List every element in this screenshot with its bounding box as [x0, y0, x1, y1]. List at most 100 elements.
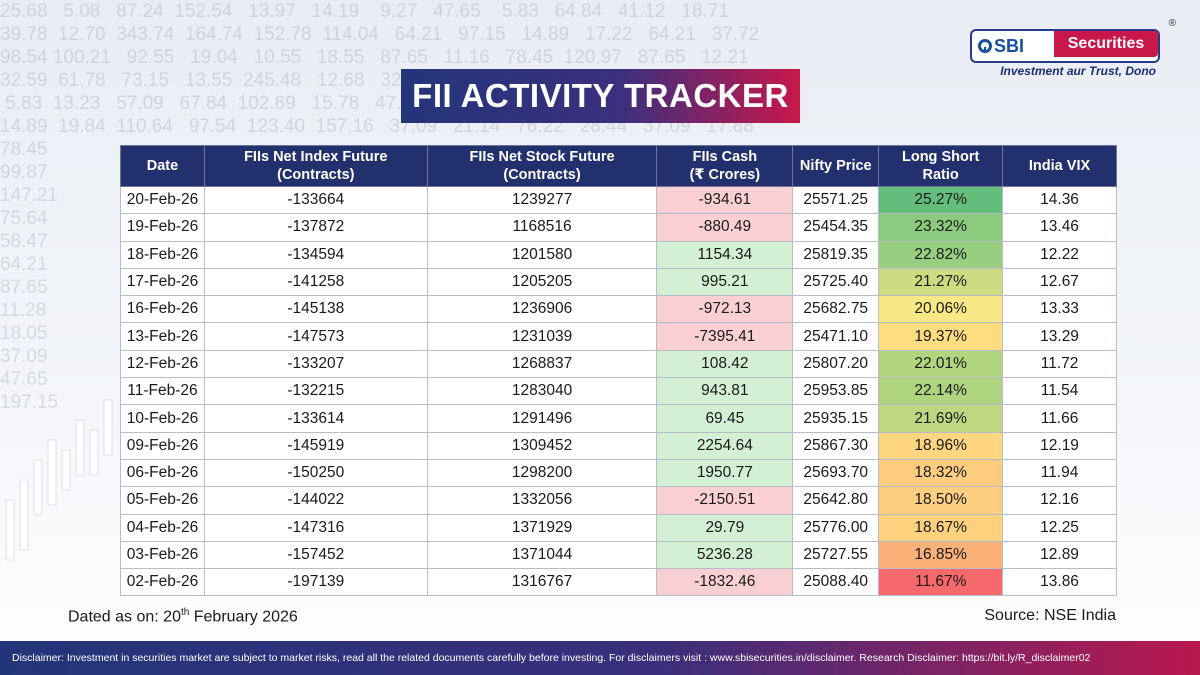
cell-nifty: 25867.30: [792, 431, 880, 460]
table-row: 06-Feb-26 -150250 1298200 1950.77 25693.70 18…: [120, 458, 1117, 488]
cell-cash: 5236.28: [656, 540, 794, 570]
cell-index-future: -147316: [203, 513, 428, 542]
cell-vix: 14.36: [1002, 185, 1117, 215]
cell-nifty: 25953.85: [792, 377, 880, 406]
table-row: 18-Feb-26 -134594 1201580 1154.34 25819.35 22…: [120, 240, 1117, 269]
cell-date: 17-Feb-26: [120, 267, 205, 297]
cell-stock-future: 1371929: [426, 513, 658, 542]
cell-index-future: -133614: [203, 404, 428, 433]
cell-date: 19-Feb-26: [120, 213, 205, 242]
table-row: 19-Feb-26 -137872 1168516 -880.49 25454.35 23…: [120, 213, 1117, 242]
column-header-nifty-price: Nifty Price: [792, 145, 880, 187]
cell-vix: 11.72: [1002, 349, 1117, 379]
cell-stock-future: 1309452: [426, 431, 658, 460]
cell-vix: 12.16: [1002, 486, 1117, 515]
column-header-index-future: FIIs Net Index Future (Contracts): [203, 145, 428, 187]
table-row: 09-Feb-26 -145919 1309452 2254.64 25867.30 18…: [120, 431, 1117, 460]
logo-sbi-mark: SBI: [978, 36, 1024, 57]
page-title: FII ACTIVITY TRACKER: [401, 69, 800, 123]
cell-vix: 11.66: [1002, 404, 1117, 433]
column-header-india-vix: India VIX: [1002, 145, 1117, 187]
cell-date: 03-Feb-26: [120, 540, 205, 570]
cell-index-future: -132215: [203, 377, 428, 406]
table-row: 20-Feb-26 -133664 1239277 -934.61 25571.25 25…: [120, 185, 1117, 215]
cell-stock-future: 1316767: [426, 568, 658, 597]
sbi-securities-logo: SBI Securities ® Investment aur Trust, D…: [970, 18, 1176, 84]
cell-cash: -934.61: [656, 185, 794, 215]
cell-date: 09-Feb-26: [120, 431, 205, 460]
cell-ls-ratio: 20.06%: [878, 295, 1004, 324]
cell-cash: 2254.64: [656, 431, 794, 460]
cell-stock-future: 1332056: [426, 486, 658, 515]
cell-nifty: 25935.15: [792, 404, 880, 433]
cell-date: 11-Feb-26: [120, 377, 205, 406]
cell-date: 05-Feb-26: [120, 486, 205, 515]
cell-cash: -972.13: [656, 295, 794, 324]
cell-stock-future: 1201580: [426, 240, 658, 269]
cell-ls-ratio: 11.67%: [878, 568, 1004, 597]
cell-nifty: 25807.20: [792, 349, 880, 379]
cell-stock-future: 1283040: [426, 377, 658, 406]
cell-ls-ratio: 22.01%: [878, 349, 1004, 379]
cell-index-future: -133207: [203, 349, 428, 379]
cell-index-future: -141258: [203, 267, 428, 297]
cell-nifty: 25682.75: [792, 295, 880, 324]
table-row: 11-Feb-26 -132215 1283040 943.81 25953.85 22.…: [120, 377, 1117, 406]
cell-index-future: -133664: [203, 185, 428, 215]
table-body: 20-Feb-26 -133664 1239277 -934.61 25571.25 25…: [120, 185, 1117, 597]
cell-stock-future: 1298200: [426, 458, 658, 488]
table-row: 05-Feb-26 -144022 1332056 -2150.51 25642.80 1…: [120, 486, 1117, 515]
cell-stock-future: 1205205: [426, 267, 658, 297]
cell-ls-ratio: 16.85%: [878, 540, 1004, 570]
cell-ls-ratio: 18.32%: [878, 458, 1004, 488]
registered-mark: ®: [1168, 18, 1176, 29]
background-candlestick-graphic: [5, 399, 113, 561]
table-row: 16-Feb-26 -145138 1236906 -972.13 25682.75 20…: [120, 295, 1117, 324]
fii-activity-table: Date FIIs Net Index Future (Contracts) FI…: [120, 145, 1117, 597]
cell-ls-ratio: 18.96%: [878, 431, 1004, 460]
table-row: 03-Feb-26 -157452 1371044 5236.28 25727.55 16…: [120, 540, 1117, 570]
cell-index-future: -157452: [203, 540, 428, 570]
cell-index-future: -137872: [203, 213, 428, 242]
cell-nifty: 25819.35: [792, 240, 880, 269]
cell-nifty: 25471.10: [792, 322, 880, 351]
cell-ls-ratio: 23.32%: [878, 213, 1004, 242]
column-header-cash: FIIs Cash (₹ Crores): [656, 145, 794, 187]
cell-cash: -2150.51: [656, 486, 794, 515]
cell-nifty: 25454.35: [792, 213, 880, 242]
cell-nifty: 25776.00: [792, 513, 880, 542]
cell-vix: 13.33: [1002, 295, 1117, 324]
table-row: 02-Feb-26 -197139 1316767 -1832.46 25088.40 1…: [120, 568, 1117, 597]
cell-vix: 12.22: [1002, 240, 1117, 269]
cell-cash: -7395.41: [656, 322, 794, 351]
cell-vix: 13.29: [1002, 322, 1117, 351]
cell-ls-ratio: 18.67%: [878, 513, 1004, 542]
cell-vix: 13.46: [1002, 213, 1117, 242]
table-row: 17-Feb-26 -141258 1205205 995.21 25725.40 21.…: [120, 267, 1117, 297]
logo-sbi-text: SBI: [994, 35, 1025, 56]
cell-index-future: -145138: [203, 295, 428, 324]
table-row: 13-Feb-26 -147573 1231039 -7395.41 25471.10 1…: [120, 322, 1117, 351]
cell-vix: 12.19: [1002, 431, 1117, 460]
cell-index-future: -150250: [203, 458, 428, 488]
cell-date: 12-Feb-26: [120, 349, 205, 379]
cell-date: 13-Feb-26: [120, 322, 205, 351]
cell-index-future: -134594: [203, 240, 428, 269]
cell-index-future: -144022: [203, 486, 428, 515]
cell-date: 02-Feb-26: [120, 568, 205, 597]
cell-vix: 12.25: [1002, 513, 1117, 542]
source-note: Source: NSE India: [984, 607, 1116, 624]
table-row: 12-Feb-26 -133207 1268837 108.42 25807.20 22.…: [120, 349, 1117, 379]
cell-cash: -1832.46: [656, 568, 794, 597]
column-header-long-short-ratio: Long Short Ratio: [878, 145, 1004, 187]
cell-stock-future: 1239277: [426, 185, 658, 215]
cell-cash: 1154.34: [656, 240, 794, 269]
cell-vix: 11.54: [1002, 377, 1117, 406]
cell-cash: 1950.77: [656, 458, 794, 488]
disclaimer-footer: Disclaimer: Investment in securities mar…: [0, 641, 1200, 675]
cell-index-future: -197139: [203, 568, 428, 597]
cell-stock-future: 1236906: [426, 295, 658, 324]
disclaimer-text: Disclaimer: Investment in securities mar…: [12, 652, 1091, 664]
cell-ls-ratio: 22.14%: [878, 377, 1004, 406]
cell-date: 06-Feb-26: [120, 458, 205, 488]
